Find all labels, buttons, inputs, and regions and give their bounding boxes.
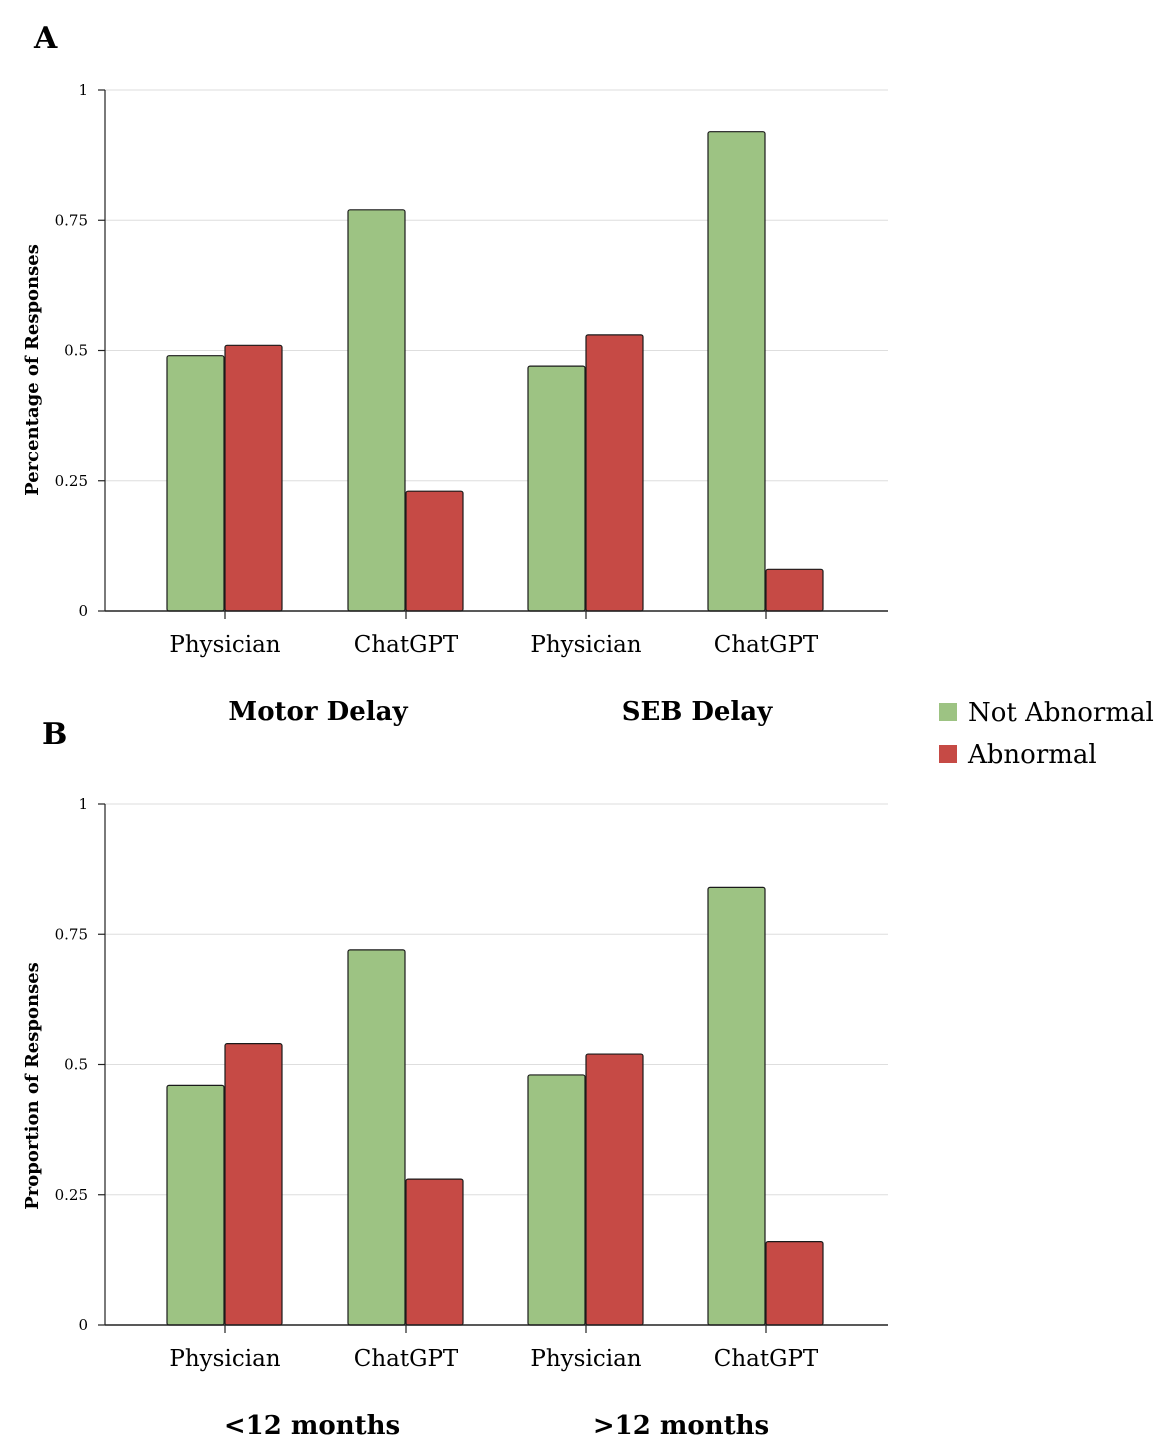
x-tick-label-chatgpt: ChatGPT <box>354 632 459 658</box>
bar-not-abnormal-chatgpt-3 <box>707 131 766 612</box>
x-tick-label-physician: Physician <box>530 1346 641 1372</box>
x-tick-label-physician: Physician <box>530 632 641 658</box>
group-label-motor-delay: Motor Delay <box>228 697 408 727</box>
bar-not-abnormal-physician-2 <box>527 1074 586 1326</box>
bar-not-abnormal-chatgpt-1 <box>347 949 406 1326</box>
bar-abnormal-physician-2 <box>585 1053 644 1326</box>
bar-not-abnormal-chatgpt-1 <box>347 209 406 612</box>
legend-swatch-abnormal <box>939 745 957 763</box>
panel-a: A Percentage of Responses 0 0.25 0.5 0.75 1 P… <box>22 21 888 727</box>
legend-swatch-not-abnormal <box>939 703 957 721</box>
x-tick-label-physician: Physician <box>169 632 280 658</box>
x-tick-label-physician: Physician <box>169 1346 280 1372</box>
bar-not-abnormal-chatgpt-3 <box>707 886 766 1326</box>
group-label-seb-delay: SEB Delay <box>622 697 773 727</box>
panel-letter-a: A <box>33 21 58 56</box>
group-label-over-12-months: >12 months <box>593 1411 769 1441</box>
y-axis-label-a: Percentage of Responses <box>22 244 43 496</box>
bar-abnormal-physician-0 <box>224 344 283 612</box>
x-tick-label-chatgpt: ChatGPT <box>714 632 819 658</box>
y-tick-label: 0.5 <box>64 342 88 360</box>
bar-abnormal-physician-2 <box>585 334 644 612</box>
bar-not-abnormal-physician-0 <box>166 355 225 612</box>
y-axis-label-b: Proportion of Responses <box>22 962 43 1210</box>
panel-b: B Proportion of Responses 0 0.25 0.5 0.75 1 P… <box>22 717 888 1441</box>
y-tick-label: 0.75 <box>55 925 88 943</box>
legend-label-not-abnormal: Not Abnormal <box>968 698 1154 728</box>
x-tick-label-chatgpt: ChatGPT <box>354 1346 459 1372</box>
x-tick-label-chatgpt: ChatGPT <box>714 1346 819 1372</box>
bar-abnormal-chatgpt-3 <box>765 1241 824 1326</box>
bar-not-abnormal-physician-2 <box>527 365 586 612</box>
y-tick-label: 0.75 <box>55 211 88 229</box>
y-tick-label: 0.25 <box>55 1186 88 1204</box>
bar-abnormal-chatgpt-3 <box>765 568 824 612</box>
legend-label-abnormal: Abnormal <box>967 740 1097 770</box>
y-tick-label: 0.25 <box>55 472 88 490</box>
group-label-under-12-months: <12 months <box>224 1411 400 1441</box>
panel-letter-b: B <box>42 717 67 752</box>
y-tick-label: 0 <box>78 1316 88 1334</box>
plot-area-a: 0 0.25 0.5 0.75 1 Physician ChatGPT Physician Ch… <box>55 81 888 658</box>
y-tick-label: 0.5 <box>64 1056 88 1074</box>
legend: Not Abnormal Abnormal <box>939 698 1154 770</box>
bar-not-abnormal-physician-0 <box>166 1084 225 1326</box>
plot-area-b: 0 0.25 0.5 0.75 1 Physician ChatGPT Physician Ch… <box>55 795 888 1372</box>
bar-abnormal-chatgpt-1 <box>405 1178 464 1326</box>
y-tick-label: 0 <box>78 602 88 620</box>
y-tick-label: 1 <box>78 795 88 813</box>
y-tick-label: 1 <box>78 81 88 99</box>
bar-abnormal-physician-0 <box>224 1043 283 1326</box>
bar-abnormal-chatgpt-1 <box>405 490 464 612</box>
